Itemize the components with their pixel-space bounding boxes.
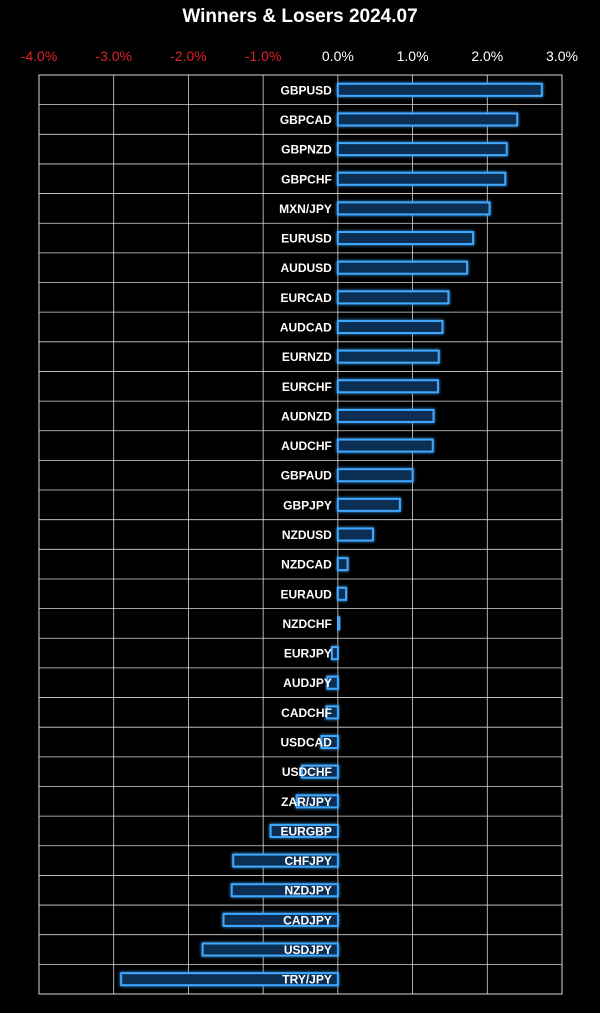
category-label: GBPUSD (281, 83, 333, 97)
category-label: EURCAD (281, 291, 333, 305)
category-label: EURAUD (281, 587, 333, 601)
bar (269, 823, 339, 838)
bar (336, 438, 434, 453)
category-label: MXN/JPY (279, 202, 332, 216)
bar (336, 586, 348, 601)
x-tick-label: -4.0% (21, 48, 58, 64)
plot-border (38, 74, 563, 995)
bar (336, 468, 414, 483)
bar (330, 646, 339, 661)
category-label: NZDJPY (285, 884, 332, 898)
bar (222, 912, 339, 927)
category-label: GBPJPY (283, 498, 332, 512)
bar (336, 82, 543, 97)
category-label: AUDJPY (283, 676, 332, 690)
bar (336, 290, 450, 305)
bar (336, 171, 507, 186)
category-label: NZDCHF (283, 617, 332, 631)
category-label: GBPCHF (281, 172, 332, 186)
category-label: GBPNZD (281, 143, 332, 157)
x-tick-label: 2.0% (471, 48, 503, 64)
category-label: EURNZD (282, 350, 332, 364)
category-label: EURCHF (282, 380, 332, 394)
bar (325, 705, 339, 720)
bar (336, 260, 469, 275)
category-label: EURGBP (281, 824, 332, 838)
x-tick-label: 1.0% (397, 48, 429, 64)
category-label: USDCAD (281, 736, 333, 750)
bar (320, 735, 339, 750)
bar (326, 675, 339, 690)
bar (336, 319, 444, 334)
category-label: TRY/JPY (282, 973, 332, 987)
x-tick-label: -2.0% (170, 48, 207, 64)
bar (336, 616, 341, 631)
chart-title: Winners & Losers 2024.07 (182, 6, 418, 27)
bar (232, 853, 339, 868)
category-label: ZAR/JPY (281, 795, 332, 809)
bar (336, 112, 519, 127)
category-label: AUDCHF (281, 439, 332, 453)
category-label: GBPAUD (281, 469, 332, 483)
category-label: CADCHF (281, 706, 332, 720)
bar (336, 497, 401, 512)
bar (336, 201, 491, 216)
category-label: EURJPY (284, 647, 332, 661)
bar (336, 142, 508, 157)
x-tick-label: 3.0% (546, 48, 578, 64)
bar (295, 794, 339, 809)
bar (201, 942, 339, 957)
bar (336, 557, 349, 572)
category-label: USDCHF (282, 765, 332, 779)
category-label: CHFJPY (285, 854, 332, 868)
x-tick-label: 0.0% (322, 48, 354, 64)
category-label: GBPCAD (280, 113, 332, 127)
category-label: EURUSD (281, 232, 332, 246)
category-label: AUDUSD (281, 261, 333, 275)
category-label: AUDNZD (281, 409, 332, 423)
x-tick-label: -3.0% (95, 48, 132, 64)
category-label: AUDCAD (280, 320, 332, 334)
bar (336, 379, 439, 394)
category-label: CADJPY (283, 913, 332, 927)
category-label: NZDUSD (282, 528, 332, 542)
x-tick-label: -1.0% (245, 48, 282, 64)
bar (336, 527, 374, 542)
bar (120, 972, 339, 987)
bar (336, 408, 435, 423)
category-label: NZDCAD (281, 558, 332, 572)
category-label: USDJPY (284, 943, 332, 957)
bar (336, 231, 475, 246)
bar (336, 349, 440, 364)
bar (230, 883, 339, 898)
bar (300, 764, 339, 779)
